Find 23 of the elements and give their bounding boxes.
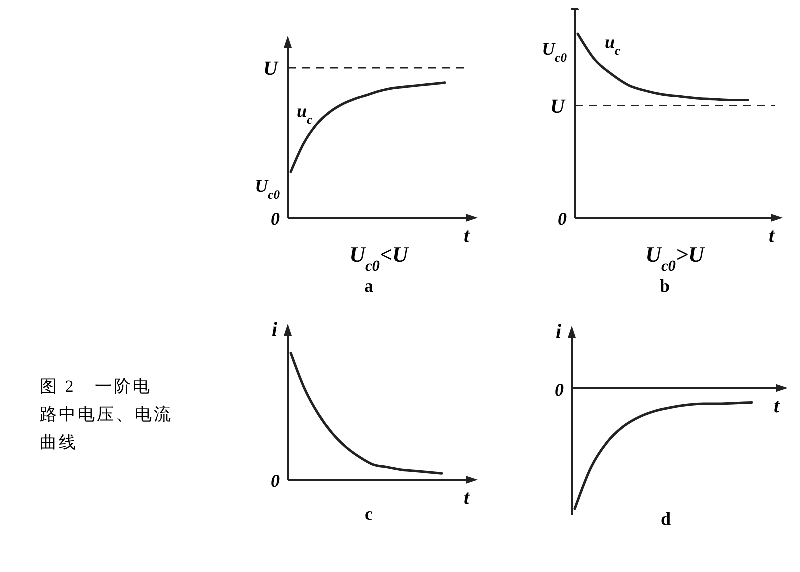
x-axis-title: t xyxy=(464,225,471,247)
text: 0 xyxy=(555,380,564,400)
text: 0 xyxy=(558,209,567,229)
text: 0 xyxy=(271,209,280,229)
text: a xyxy=(364,276,374,296)
text: U$_{c0}$>U xyxy=(646,242,706,274)
y-axis-title: i xyxy=(272,319,278,341)
x-axis-title: t xyxy=(769,225,776,247)
text: U$_{c0}$ xyxy=(255,176,281,202)
text: U$_{c0}$ xyxy=(542,39,568,65)
text: b xyxy=(660,276,670,296)
ref-line-label: U xyxy=(264,58,280,80)
x-axis-title: t xyxy=(774,395,781,418)
x-axis-title: t xyxy=(464,487,471,509)
text: d xyxy=(660,509,672,529)
ref-line-label: U xyxy=(550,96,567,118)
series-label: u$_{c}$ xyxy=(605,32,622,58)
text: U$_{c0}$<U xyxy=(350,242,410,274)
text: 0 xyxy=(271,471,280,491)
series-label: u$_{c}$ xyxy=(297,100,314,127)
caption: 图 2 一阶电路中电压、电流曲线 xyxy=(40,377,173,452)
text: c xyxy=(365,504,373,524)
y-axis-title: i xyxy=(556,321,562,343)
